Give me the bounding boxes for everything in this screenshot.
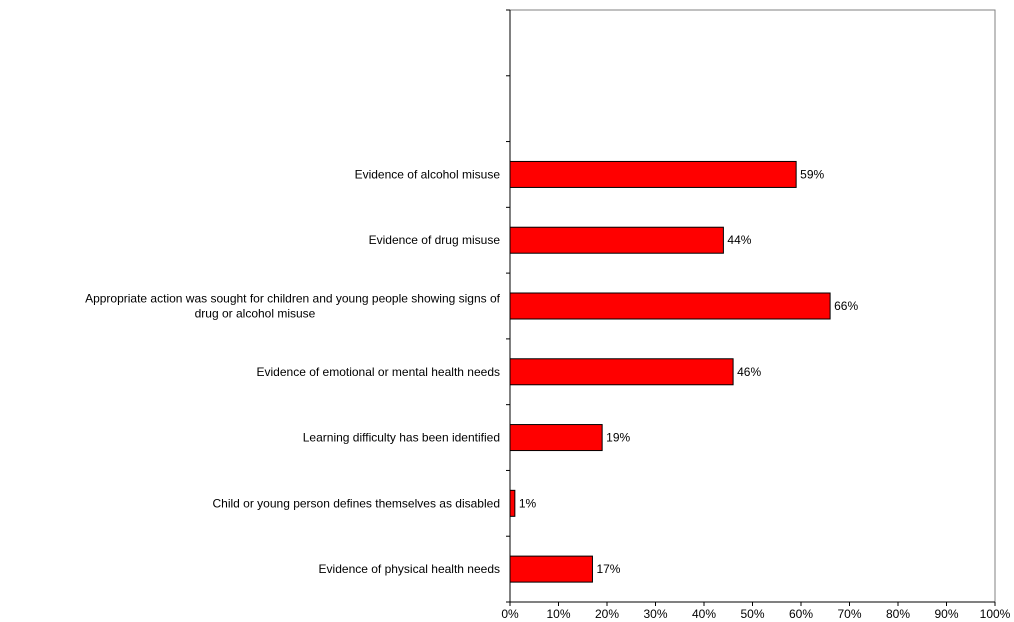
- category-labels-group: Evidence of alcohol misuse Evidence of dr…: [85, 167, 501, 576]
- x-tick-label: 20%: [595, 607, 619, 621]
- bar: [509, 292, 831, 320]
- category-label-line: Appropriate action was sought for childr…: [85, 292, 501, 306]
- x-tick-label: 90%: [934, 607, 958, 621]
- value-label: 59%: [800, 167, 824, 181]
- category-label-line: drug or alcohol misuse: [195, 307, 316, 321]
- x-tick-labels-group: 0% 10% 20% 30% 40% 50% 60% 70% 80% 90% 100%: [501, 607, 1010, 621]
- value-label: 46%: [737, 365, 761, 379]
- category-label: Appropriate action was sought for childr…: [85, 292, 501, 321]
- value-labels-group: 59% 44% 66% 46% 19% 1% 17%: [519, 167, 859, 576]
- category-label-line: Evidence of emotional or mental health n…: [257, 365, 501, 379]
- bar: [509, 555, 593, 583]
- x-tick-label: 40%: [692, 607, 716, 621]
- category-label: Evidence of drug misuse: [369, 233, 501, 247]
- x-tick-label: 10%: [546, 607, 570, 621]
- value-label: 17%: [596, 562, 620, 576]
- category-label-line: Evidence of physical health needs: [319, 562, 500, 576]
- category-label: Evidence of alcohol misuse: [355, 167, 501, 181]
- bars-group: [509, 160, 831, 583]
- category-label-line: Evidence of drug misuse: [369, 233, 501, 247]
- category-label-line: Child or young person defines themselves…: [212, 496, 500, 510]
- bar: [509, 489, 516, 517]
- x-tick-label: 30%: [643, 607, 667, 621]
- x-tick-label: 60%: [789, 607, 813, 621]
- x-tick-label: 50%: [740, 607, 764, 621]
- x-tick-label: 100%: [980, 607, 1011, 621]
- x-tick-label: 80%: [886, 607, 910, 621]
- x-tick-label: 0%: [501, 607, 519, 621]
- bar: [509, 358, 734, 386]
- value-label: 19%: [606, 431, 630, 445]
- category-label: Learning difficulty has been identified: [303, 431, 500, 445]
- value-label: 66%: [834, 299, 858, 313]
- category-label: Evidence of physical health needs: [319, 562, 500, 576]
- category-label: Child or young person defines themselves…: [212, 496, 500, 510]
- category-label-line: Evidence of alcohol misuse: [355, 167, 501, 181]
- category-label-line: Learning difficulty has been identified: [303, 431, 500, 445]
- x-tick-label: 70%: [837, 607, 861, 621]
- value-label: 44%: [727, 233, 751, 247]
- bar: [509, 160, 797, 188]
- bar: [509, 226, 724, 254]
- value-label: 1%: [519, 496, 537, 510]
- category-label: Evidence of emotional or mental health n…: [257, 365, 501, 379]
- bar: [509, 424, 603, 452]
